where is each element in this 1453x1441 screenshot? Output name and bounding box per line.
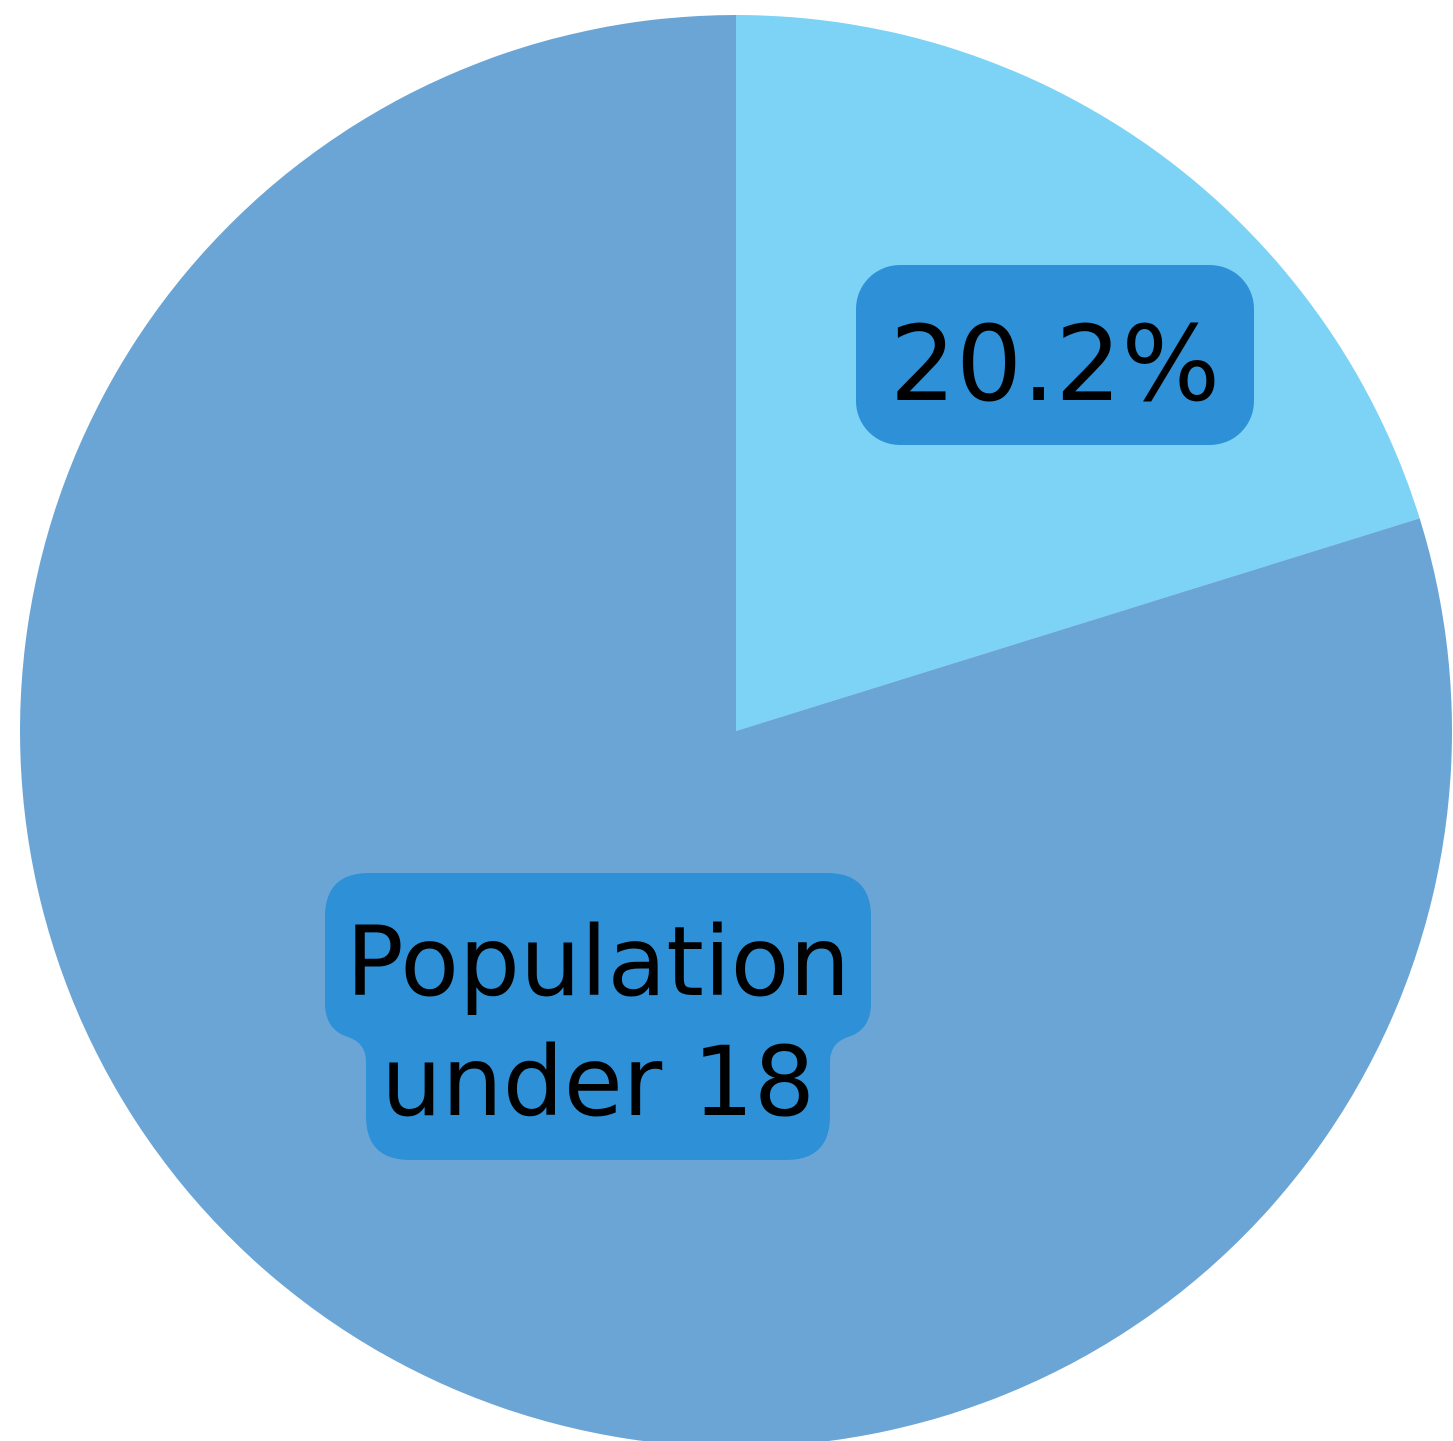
slice-label-1-line-0: Population: [346, 906, 850, 1018]
pie-slices: [20, 15, 1452, 1441]
slice-label-0-line-0: 20.2%: [890, 303, 1220, 425]
slice-label-1-line-1: under 18: [381, 1026, 815, 1138]
slice-label-box-1: [325, 873, 871, 1160]
slice-label-box-0: [856, 265, 1254, 445]
